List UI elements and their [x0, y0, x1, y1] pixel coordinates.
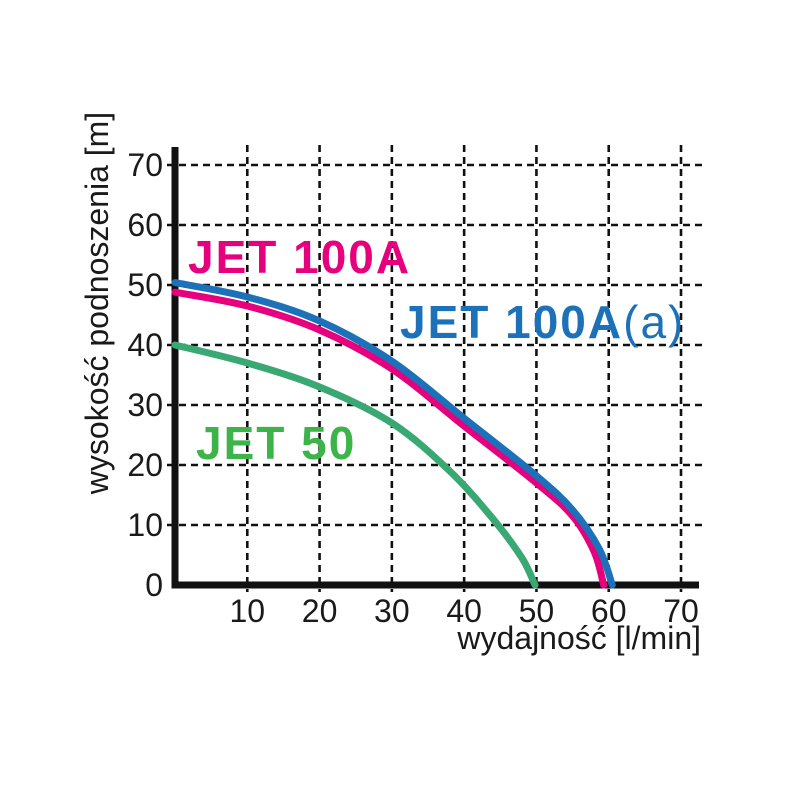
curves: [171, 279, 616, 589]
y-tick-label-30: 30: [127, 387, 163, 423]
series-label-jet-100a-a-suffix: (a): [623, 296, 685, 348]
curve-jet-50: [171, 341, 539, 589]
x-tick-label-40: 40: [446, 593, 482, 629]
x-tick-label-30: 30: [374, 593, 410, 629]
axes: [171, 147, 699, 589]
y-tick-label-0: 0: [145, 567, 163, 603]
series-label-jet-100a-a-bold: JET 100A: [400, 296, 623, 348]
y-tick-label-50: 50: [127, 267, 163, 303]
y-tick-label-20: 20: [127, 447, 163, 483]
series-label-jet-100a-a: JET 100A(a): [400, 296, 685, 348]
series-label-jet-50: JET 50: [196, 417, 356, 469]
x-axis-title: wydajność [l/min]: [456, 620, 701, 656]
y-tick-label-40: 40: [127, 327, 163, 363]
x-tick-label-70: 70: [663, 593, 699, 629]
curve-jet-100a-a: [171, 279, 616, 589]
gridlines: [167, 145, 703, 592]
x-tick-label-10: 10: [229, 593, 265, 629]
y-axis-title: wysokość podnoszenia [m]: [79, 112, 115, 495]
x-tick-label-20: 20: [302, 593, 338, 629]
tick-labels: 0 10 20 30 40 50 60 70 10 20 30 40 50 60 70: [127, 147, 698, 629]
y-tick-label-60: 60: [127, 207, 163, 243]
x-tick-label-50: 50: [519, 593, 555, 629]
curve-jet-100a: [171, 288, 608, 589]
y-tick-label-10: 10: [127, 507, 163, 543]
y-tick-label-70: 70: [127, 147, 163, 183]
x-tick-label-60: 60: [591, 593, 627, 629]
series-label-jet-100a: JET 100A: [188, 231, 411, 283]
